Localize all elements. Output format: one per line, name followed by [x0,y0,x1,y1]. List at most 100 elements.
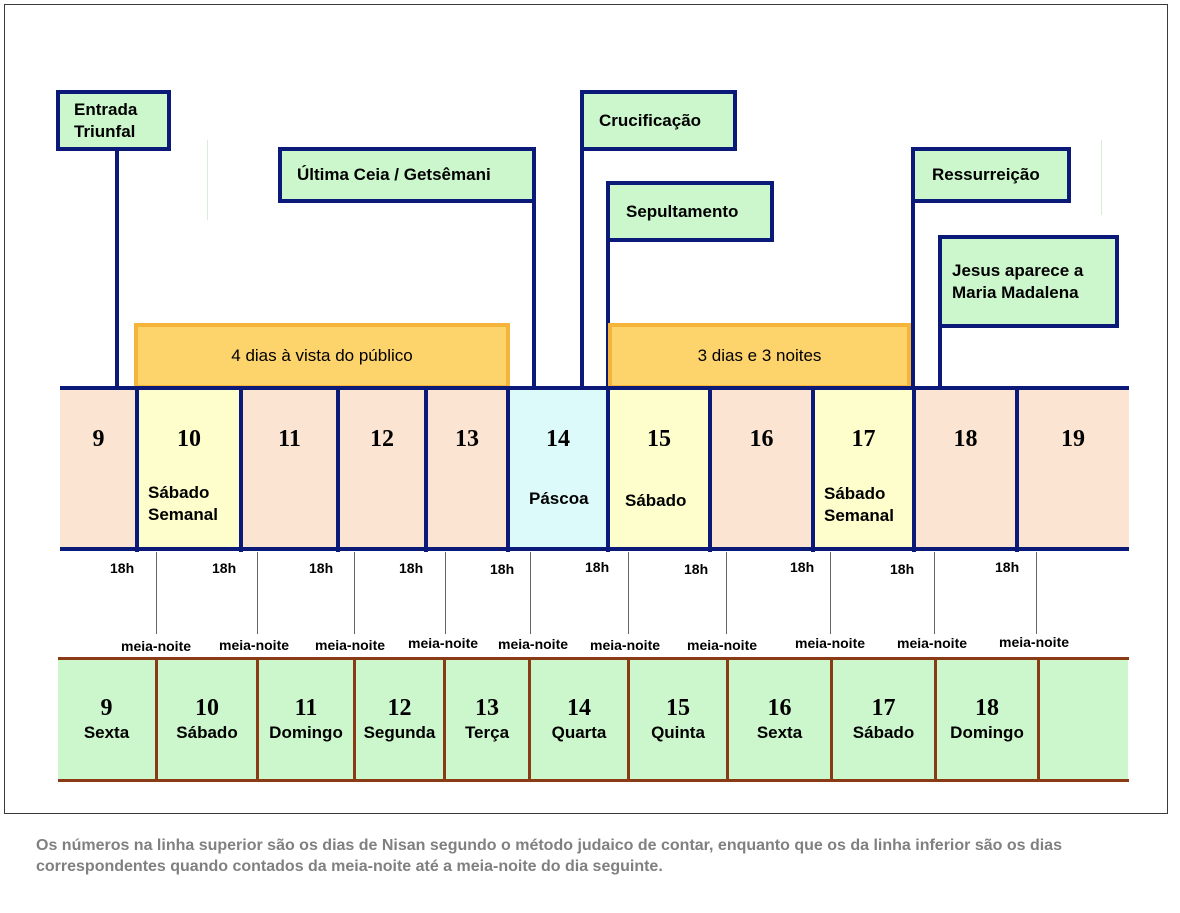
event-ressurreicao: Ressurreição [911,147,1071,203]
entrada-connector [115,148,119,390]
top-row-divider [708,386,712,552]
midnight-label: meia-noite [999,634,1070,650]
top-row-divider [135,386,139,552]
bottom-day-cell: 18 Domingo [937,662,1037,778]
top-day-label: Sábado Semanal [148,482,218,526]
midnight-label: meia-noite [219,637,290,653]
top-day-cell: 14 Páscoa [508,390,608,548]
bottom-row-divider [627,658,630,782]
event-crucificacao: Crucificação [580,90,737,151]
midnight-line [830,552,831,634]
bottom-day-name: Domingo [950,723,1024,742]
period-3-dias: 3 dias e 3 noites [608,323,911,389]
event-aparece-line2: Maria Madalena [952,282,1079,302]
top-day-cell: 12 [338,390,426,548]
top-day-cell: 18 [914,390,1017,548]
bottom-day-number: 13 [475,695,499,721]
event-entrada-line1: Entrada [74,99,138,119]
event-ultima-ceia: Última Ceia / Getsêmani [278,147,536,203]
bottom-day-name: Sexta [83,723,130,742]
bottom-day-name: Sexta [756,723,803,742]
bottom-row-divider [830,658,833,782]
bottom-row-divider [256,658,259,782]
midnight-label: meia-noite [897,635,968,651]
event-jesus-aparece: Jesus aparece a Maria Madalena [938,235,1119,328]
top-row-divider [606,386,610,552]
top-day-number: 11 [278,426,301,452]
top-day-number: 12 [370,426,394,452]
event-sepultamento-label: Sepultamento [626,201,739,221]
top-day-number: 13 [455,426,479,452]
bottom-day-name: Terça [464,723,510,742]
top-row-divider [506,386,510,552]
period-4-dias-label: 4 dias à vista do público [231,346,413,365]
midnight-line [257,552,258,634]
bottom-row-background [58,660,1128,780]
bottom-day-cell: 11 Domingo [259,662,353,778]
crucificacao-connector [580,90,584,390]
ressurreicao-connector [911,147,915,390]
midnight-line [628,552,629,634]
bottom-row-divider [528,658,531,782]
midnight-line [726,552,727,634]
bottom-day-number: 9 [100,695,113,721]
period-3-dias-label: 3 dias e 3 noites [697,346,822,365]
top-day-number: 15 [647,426,671,452]
bottom-day-name: Sábado [176,723,238,742]
bottom-row-border [58,779,1129,782]
bottom-day-cell: 15 Quinta [630,662,726,778]
bottom-day-cell: 16 Sexta [729,662,830,778]
top-label-line: Sábado [148,483,210,502]
caption: Os números na linha superior são os dias… [36,837,1062,875]
sepultamento-connector [606,183,610,390]
ultima-ceia-connector [532,200,536,390]
midnight-label: meia-noite [687,637,758,653]
midnight-line [445,552,446,634]
top-row-border [60,547,1129,551]
top-row-divider [424,386,428,552]
midnight-label: meia-noite [590,637,661,653]
sunset-marker: 18h [585,559,610,575]
bottom-day-number: 18 [975,695,999,721]
event-ressurreicao-label: Ressurreição [932,165,1040,184]
bottom-row-border [58,657,1129,660]
top-day-cell: 16 [710,390,813,548]
top-day-cell: 19 [1017,390,1129,548]
top-day-number: 9 [92,426,105,452]
bottom-day-cell: 13 Terça [446,662,528,778]
sunset-marker: 18h [684,561,709,577]
event-aparece-line1: Jesus aparece a [952,260,1084,280]
bottom-row-divider [155,658,158,782]
midnight-label: meia-noite [408,635,479,651]
bottom-day-cell: 12 Segunda [356,662,443,778]
bottom-day-name: Sábado [852,723,915,742]
bottom-row-divider [443,658,446,782]
bottom-day-number: 14 [567,695,591,721]
top-label-line: Sábado [824,484,886,503]
midnight-line [1036,552,1037,634]
top-row-divider [912,386,916,552]
bottom-day-number: 16 [767,695,792,721]
top-day-number: 16 [749,426,774,452]
top-day-number: 19 [1061,426,1085,452]
top-day-cell: 15 Sábado [608,390,710,548]
sunset-marker: 18h [995,559,1020,575]
decorative-line [207,140,208,220]
bottom-day-cell: 10 Sábado [158,662,256,778]
sunset-marker: 18h [309,560,334,576]
top-row-border [60,386,1129,390]
midnight-line [354,552,355,634]
top-day-number: 18 [953,426,978,452]
sunset-marker: 18h [212,560,237,576]
bottom-day-number: 10 [195,695,219,721]
bottom-day-number: 15 [666,695,690,721]
top-day-label: Páscoa [529,489,589,508]
midnight-line [934,552,935,634]
top-day-number: 17 [851,426,876,452]
bottom-row-divider [934,658,937,782]
midnight-label: meia-noite [121,638,192,654]
top-day-label: Sábado Semanal [824,483,894,527]
top-label-line: Semanal [824,506,894,525]
bottom-day-number: 11 [294,695,318,721]
event-entrada-line2: Triunfal [74,121,136,141]
